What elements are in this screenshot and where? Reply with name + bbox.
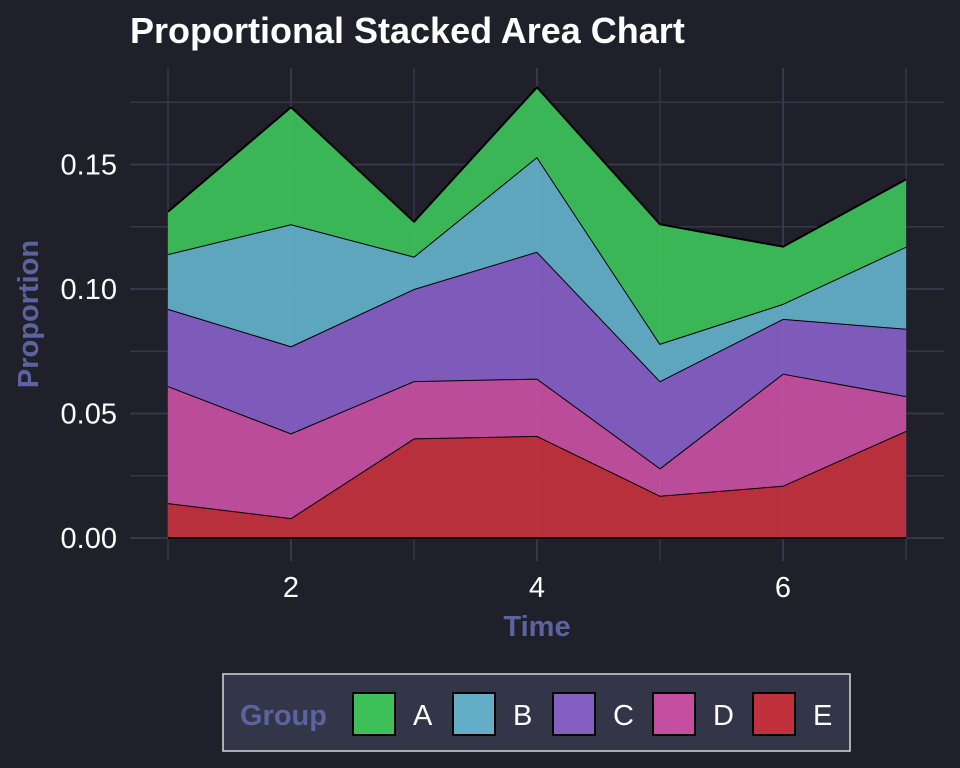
x-tick-label: 6 bbox=[775, 572, 791, 604]
legend-key-e bbox=[752, 692, 796, 736]
y-tick-label: 0.05 bbox=[61, 399, 117, 431]
legend-title: Group bbox=[240, 700, 327, 732]
legend-key-a bbox=[352, 692, 396, 736]
x-axis-ticks: 2 4 6 bbox=[283, 572, 791, 604]
area-series-b bbox=[168, 157, 906, 382]
legend-label-e: E bbox=[813, 700, 832, 732]
area-outline-a bbox=[167, 86, 907, 248]
legend-label-d: D bbox=[713, 700, 734, 732]
legend-box bbox=[222, 673, 851, 752]
x-axis-title: Time bbox=[503, 611, 570, 643]
legend-key-b bbox=[452, 692, 496, 736]
x-tick-label: 4 bbox=[529, 572, 545, 604]
legend-items: A B C D E bbox=[352, 692, 832, 736]
y-axis-title: Proportion bbox=[13, 240, 45, 388]
area-series-a bbox=[168, 87, 906, 344]
area-series-e bbox=[168, 430, 906, 538]
x-tick-label: 2 bbox=[283, 572, 299, 604]
legend-key-d bbox=[652, 692, 696, 736]
legend: Group A B C D E bbox=[222, 673, 851, 752]
y-tick-label: 0.15 bbox=[61, 150, 117, 182]
legend-key-c bbox=[552, 692, 596, 736]
y-tick-label: 0.10 bbox=[61, 274, 117, 306]
legend-label-b: B bbox=[513, 700, 532, 732]
area-series-d bbox=[168, 373, 906, 519]
legend-label-c: C bbox=[613, 700, 634, 732]
legend-label-a: A bbox=[413, 700, 433, 732]
area-series-c bbox=[168, 251, 906, 469]
y-tick-label: 0.00 bbox=[61, 523, 117, 555]
area-series bbox=[167, 86, 907, 539]
chart-title: Proportional Stacked Area Chart bbox=[130, 10, 685, 51]
y-axis-ticks: 0.00 0.05 0.10 0.15 bbox=[61, 150, 117, 556]
